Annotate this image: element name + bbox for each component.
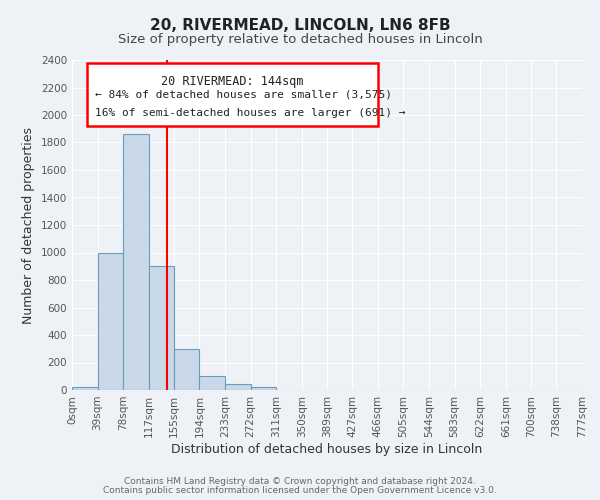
Text: 20, RIVERMEAD, LINCOLN, LN6 8FB: 20, RIVERMEAD, LINCOLN, LN6 8FB: [149, 18, 451, 32]
Text: ← 84% of detached houses are smaller (3,575): ← 84% of detached houses are smaller (3,…: [95, 89, 392, 99]
Bar: [72, 386, 98, 390]
FancyBboxPatch shape: [88, 64, 378, 126]
Bar: [123, 134, 149, 390]
Text: 20 RIVERMEAD: 144sqm: 20 RIVERMEAD: 144sqm: [161, 75, 304, 88]
Bar: [98, 252, 123, 390]
Bar: [149, 266, 174, 390]
Text: Contains public sector information licensed under the Open Government Licence v3: Contains public sector information licen…: [103, 486, 497, 495]
X-axis label: Distribution of detached houses by size in Lincoln: Distribution of detached houses by size …: [172, 442, 482, 456]
Y-axis label: Number of detached properties: Number of detached properties: [22, 126, 35, 324]
Text: Contains HM Land Registry data © Crown copyright and database right 2024.: Contains HM Land Registry data © Crown c…: [124, 477, 476, 486]
Bar: [225, 384, 251, 390]
Text: Size of property relative to detached houses in Lincoln: Size of property relative to detached ho…: [118, 32, 482, 46]
Bar: [174, 349, 199, 390]
Bar: [199, 376, 225, 390]
Text: 16% of semi-detached houses are larger (691) →: 16% of semi-detached houses are larger (…: [95, 108, 406, 118]
Bar: [251, 387, 276, 390]
